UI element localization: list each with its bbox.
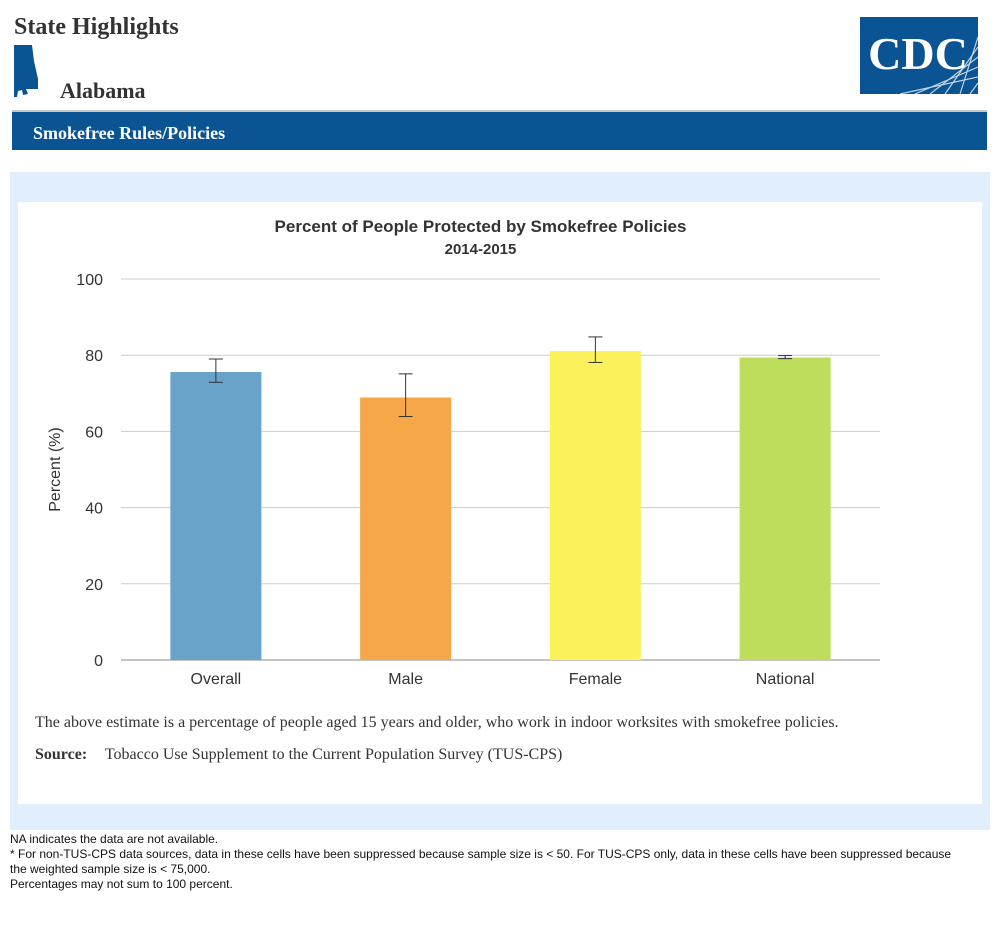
y-tick-label: 20	[85, 577, 103, 594]
chart-title: Percent of People Protected by Smokefree…	[275, 217, 687, 236]
y-tick-label: 100	[76, 272, 103, 289]
chart-card: Percent of People Protected by Smokefree…	[18, 202, 982, 804]
x-tick-label: National	[756, 671, 815, 688]
bar-chart: Percent of People Protected by Smokefree…	[47, 217, 880, 688]
source-line: Source: Tobacco Use Supplement to the Cu…	[35, 746, 562, 764]
footnote-suppression: * For non-TUS-CPS data sources, data in …	[10, 847, 952, 876]
y-axis-label: Percent (%)	[47, 427, 64, 511]
source-text: Tobacco Use Supplement to the Current Po…	[104, 746, 563, 763]
x-tick-label: Overall	[191, 671, 242, 688]
section-header: Smokefree Rules/Policies	[12, 110, 987, 150]
footnote-percentages: Percentages may not sum to 100 percent.	[10, 877, 233, 891]
chart-description: The above estimate is a percentage of pe…	[35, 714, 839, 731]
source-label: Source:	[35, 746, 88, 763]
logo-text: CDC	[868, 28, 968, 79]
section-title: Smokefree Rules/Policies	[33, 123, 226, 143]
alabama-map-icon	[14, 45, 38, 97]
y-tick-label: 60	[85, 424, 103, 441]
footnotes: NA indicates the data are not available.…	[10, 832, 970, 892]
x-tick-label: Female	[569, 671, 622, 688]
cdc-logo: CDC	[860, 17, 978, 94]
footnote-na: NA indicates the data are not available.	[10, 832, 219, 846]
bar-male	[360, 397, 452, 660]
x-tick-label: Male	[388, 671, 423, 688]
bar-national	[739, 357, 831, 660]
y-tick-label: 80	[85, 348, 103, 365]
bar-overall	[170, 371, 262, 660]
chart-subtitle: 2014-2015	[445, 241, 517, 258]
bar-female	[549, 351, 641, 660]
y-tick-label: 40	[85, 501, 103, 518]
y-tick-label: 0	[94, 653, 103, 670]
content-panel: Percent of People Protected by Smokefree…	[10, 172, 990, 830]
page-title: State Highlights	[14, 14, 179, 40]
state-name: Alabama	[60, 78, 146, 103]
